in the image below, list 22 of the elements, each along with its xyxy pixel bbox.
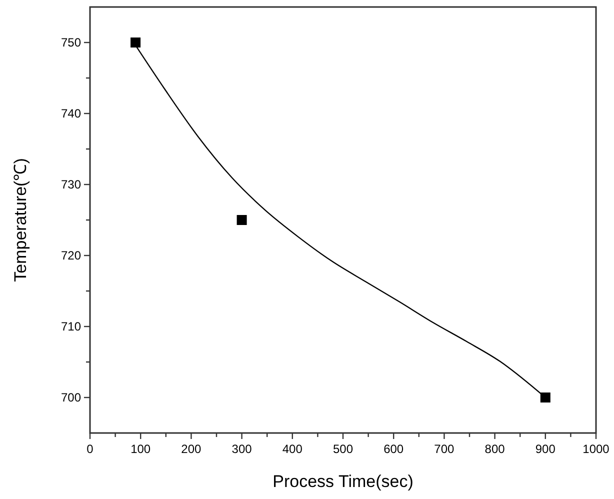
y-tick-label: 750 [60,36,82,50]
x-tick-label: 0 [86,442,94,456]
point [130,38,141,48]
y-tick-label: 710 [60,320,82,334]
x-tick-label: 1000 [582,442,610,456]
y-tick-label: 740 [60,106,82,120]
x-tick-label: 100 [130,442,151,456]
x-tick-label: 900 [535,442,556,456]
x-tick-label: 300 [232,442,252,456]
x-tick-label: 800 [484,442,506,456]
x-axis-title: Process Time(sec) [272,472,414,491]
x-tick-label: 500 [332,442,354,456]
point [236,215,247,225]
x-tick-label: 600 [384,442,404,456]
x-tick-label: 200 [181,442,202,456]
y-tick-label: 720 [60,248,82,262]
y-tick-label: 700 [60,390,82,404]
y-axis-title: Temperature(℃) [11,158,30,282]
x-tick-label: 700 [434,442,455,456]
point [540,392,550,402]
y-tick-label: 730 [60,178,82,192]
x-tick-label: 400 [282,442,303,456]
